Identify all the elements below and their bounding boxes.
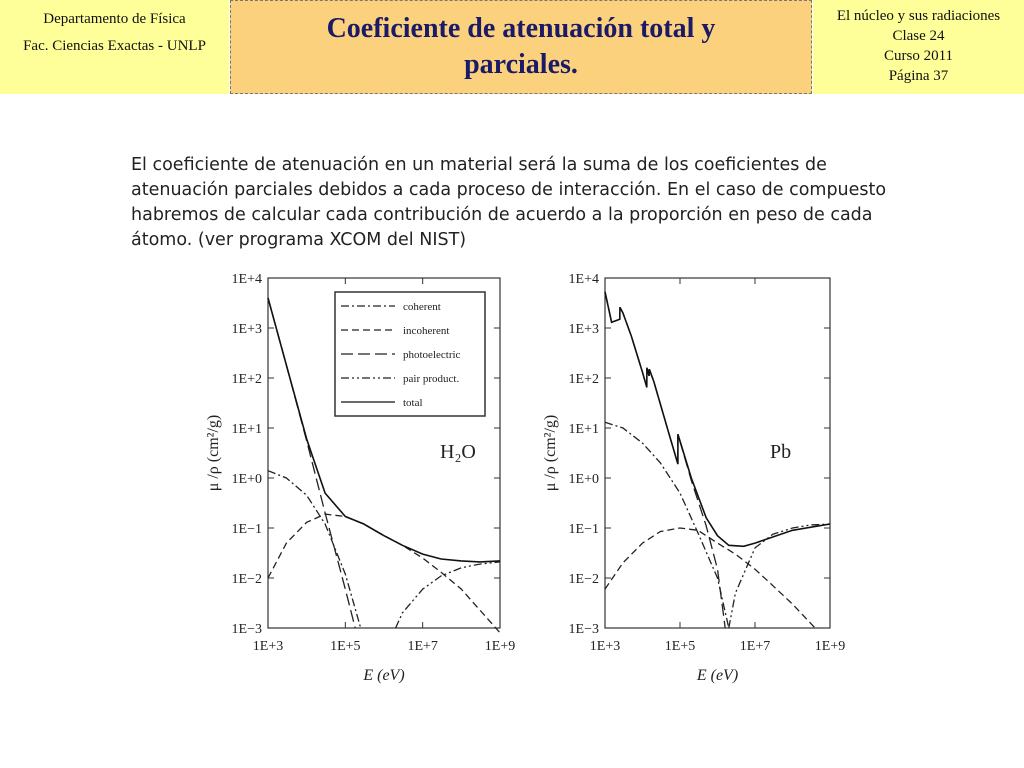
header-text: Clase 24 bbox=[892, 28, 945, 44]
y-axis-label: μ /ρ (cm²/g) bbox=[205, 415, 222, 491]
y-tick-label: 1E−3 bbox=[569, 622, 599, 637]
y-tick-label: 1E+2 bbox=[569, 372, 599, 387]
x-axis-label: E (eV) bbox=[696, 667, 738, 684]
x-tick-label: 1E+9 bbox=[815, 639, 845, 654]
header-text: Departamento de Física bbox=[43, 11, 186, 27]
annotation: Pb bbox=[770, 441, 791, 463]
y-tick-label: 1E+4 bbox=[569, 272, 599, 287]
header-text: El núcleo y sus radiaciones bbox=[836, 8, 1001, 24]
series-line bbox=[267, 470, 362, 629]
y-tick-label: 1E−2 bbox=[232, 572, 262, 587]
legend-label: photoelectric bbox=[403, 349, 461, 361]
y-tick-label: 1E+3 bbox=[232, 322, 262, 337]
series-line bbox=[604, 421, 730, 629]
annotation: H₂O bbox=[440, 441, 476, 463]
y-tick-label: 1E+4 bbox=[232, 272, 262, 287]
x-tick-label: 1E+5 bbox=[665, 639, 695, 654]
text-line: El coeficiente de atenuación en un mater… bbox=[131, 155, 827, 175]
series-line bbox=[267, 513, 501, 634]
x-tick-label: 1E+3 bbox=[590, 639, 620, 654]
x-tick-label: 1E+7 bbox=[740, 639, 770, 654]
series-line bbox=[728, 523, 831, 629]
series-line bbox=[267, 297, 501, 563]
series-line bbox=[604, 291, 726, 629]
legend-label: incoherent bbox=[403, 325, 449, 337]
legend-label: total bbox=[403, 397, 423, 409]
header-title: Coeficiente de atenuación total y parcia… bbox=[230, 0, 812, 94]
x-tick-label: 1E+7 bbox=[407, 639, 437, 654]
text-line: atenuación parciales debidos a cada proc… bbox=[131, 180, 887, 200]
y-tick-label: 1E−2 bbox=[569, 572, 599, 587]
y-tick-label: 1E−1 bbox=[232, 522, 262, 537]
text-line: átomo. (ver programa XCOM del NIST) bbox=[131, 230, 467, 250]
y-tick-label: 1E+1 bbox=[232, 422, 262, 437]
x-axis-label: E (eV) bbox=[362, 667, 404, 684]
plot-frame bbox=[267, 277, 501, 629]
paragraph: El coeficiente de atenuación en un mater… bbox=[131, 153, 886, 253]
y-tick-label: 1E+3 bbox=[569, 322, 599, 337]
y-tick-label: 1E−3 bbox=[232, 622, 262, 637]
legend-label: coherent bbox=[403, 301, 441, 313]
header-right: El núcleo y sus radiaciones Clase 24 Cur… bbox=[813, 0, 1024, 94]
legend-label: pair product. bbox=[403, 373, 459, 385]
y-tick-label: 1E+2 bbox=[232, 372, 262, 387]
header-text: Curso 2011 bbox=[883, 48, 954, 64]
series-line bbox=[395, 561, 501, 629]
x-tick-label: 1E+3 bbox=[253, 639, 283, 654]
series-line bbox=[604, 291, 831, 548]
header-left: Departamento de Física Fac. Ciencias Exa… bbox=[0, 0, 229, 94]
y-tick-label: 1E+1 bbox=[569, 422, 599, 437]
y-tick-label: 1E−1 bbox=[569, 522, 599, 537]
header-text: Página 37 bbox=[888, 68, 949, 84]
text-line: habremos de calcular cada contribución d… bbox=[131, 205, 873, 225]
y-tick-label: 1E+0 bbox=[232, 472, 262, 487]
y-tick-label: 1E+0 bbox=[569, 472, 599, 487]
plot-frame bbox=[604, 277, 831, 629]
x-tick-label: 1E+9 bbox=[485, 639, 515, 654]
header-text: Fac. Ciencias Exactas - UNLP bbox=[23, 38, 206, 54]
y-axis-label: μ /ρ (cm²/g) bbox=[542, 415, 559, 491]
x-tick-label: 1E+5 bbox=[330, 639, 360, 654]
